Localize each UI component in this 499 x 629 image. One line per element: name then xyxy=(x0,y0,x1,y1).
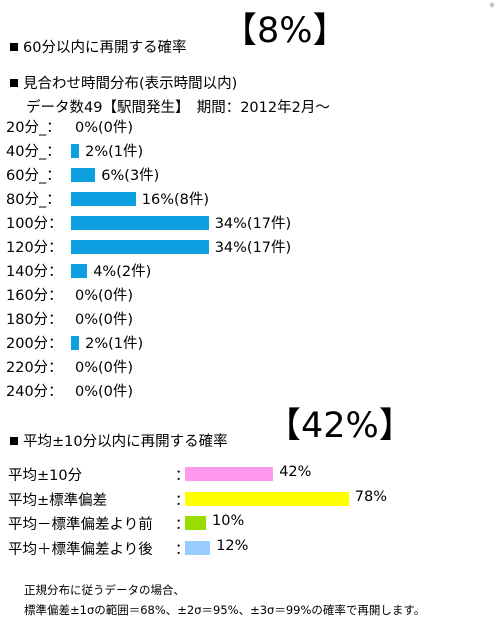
distribution-value: 0%(0件) xyxy=(75,360,134,376)
stats-label: 平均－標準偏差より前 xyxy=(8,517,153,533)
stats-row: 平均±10分： 42% xyxy=(8,463,488,485)
distribution-row: 120分： 34%(17件) xyxy=(6,235,486,257)
distribution-value: 0%(0件) xyxy=(75,288,134,304)
distribution-row: 200分： 2%(1件) xyxy=(6,331,486,353)
distribution-value: 4%(2件) xyxy=(93,264,152,280)
bullet-icon xyxy=(10,437,18,445)
distribution-value: 34%(17件) xyxy=(214,240,292,256)
stats-bar xyxy=(185,540,211,555)
distribution-bar xyxy=(71,264,88,278)
distribution-value: 0%(0件) xyxy=(75,120,134,136)
distribution-label: 240分： xyxy=(6,384,63,400)
stats-bar xyxy=(185,516,206,530)
stats-label: 平均±10分 xyxy=(8,468,83,484)
distribution-row: 80分_： 16%(8件) xyxy=(6,187,486,209)
distribution-row: 220分： 0%(0件) xyxy=(6,355,486,377)
stats-label: 平均＋標準偏差より後 xyxy=(8,541,153,558)
data-count-subtitle: データ数49【駅間発生】 期間：2012年2月～ xyxy=(26,100,330,116)
section1-heading: 60分以内に再開する確率 xyxy=(10,36,186,57)
distribution-label: 140分： xyxy=(6,264,63,280)
stats-bar xyxy=(185,467,274,481)
distribution-value: 2%(1件) xyxy=(85,336,144,352)
distribution-label: 180分： xyxy=(6,312,63,328)
distribution-label: 60分_： xyxy=(6,168,61,184)
distribution-value: 0%(0件) xyxy=(75,384,134,400)
section1-label: 60分以内に再開する確率 xyxy=(23,40,187,56)
stats-row: 平均＋標準偏差より後： 12% xyxy=(8,537,488,559)
distribution-row: 20分_： 0%(0件) xyxy=(6,115,486,137)
distribution-label: 160分： xyxy=(6,288,63,304)
distribution-row: 60分_： 6%(3件) xyxy=(6,163,486,185)
note-line-2: 標準偏差±1σの範囲＝68%、±2σ＝95%、±3σ＝99%の確率で再開します。 xyxy=(24,603,426,617)
distribution-row: 100分： 34%(17件) xyxy=(6,211,486,233)
distribution-bar xyxy=(71,336,80,350)
distribution-label: 120分： xyxy=(6,240,63,256)
distribution-label: 40分_： xyxy=(6,144,61,160)
bullet-icon xyxy=(10,43,18,51)
distribution-row: 40分_： 2%(1件) xyxy=(6,139,486,161)
stats-value: 42% xyxy=(279,464,312,480)
section3-label: 平均±10分以内に再開する確率 xyxy=(23,434,228,450)
distribution-value: 0%(0件) xyxy=(75,312,134,328)
section3-value: 【42%】 xyxy=(266,406,414,446)
distribution-row: 160分： 0%(0件) xyxy=(6,283,486,305)
note-line-1: 正規分布に従うデータの場合、 xyxy=(24,583,185,597)
section2-heading: 見合わせ時間分布(表示時間以内) xyxy=(10,72,237,93)
distribution-bar xyxy=(71,144,80,158)
distribution-row: 180分： 0%(0件) xyxy=(6,307,486,329)
distribution-value: 2%(1件) xyxy=(85,144,144,160)
stats-value: 10% xyxy=(212,513,245,529)
section2-label: 見合わせ時間分布(表示時間以内) xyxy=(23,76,238,92)
distribution-value: 6%(3件) xyxy=(101,168,160,184)
distribution-value: 34%(17件) xyxy=(214,216,292,232)
stats-row: 平均±標準偏差： 78% xyxy=(8,488,488,510)
distribution-label: 80分_： xyxy=(6,192,61,208)
distribution-value: 16%(8件) xyxy=(141,192,210,208)
distribution-label: 220分： xyxy=(6,360,63,376)
distribution-label: 100分： xyxy=(6,216,63,232)
distribution-row: 240分： 0%(0件) xyxy=(6,379,486,401)
section3-heading: 平均±10分以内に再開する確率 xyxy=(10,430,228,451)
distribution-bar xyxy=(71,192,136,206)
distribution-label: 200分： xyxy=(6,336,63,352)
stats-value: 78% xyxy=(354,488,388,505)
stats-row: 平均－標準偏差より前： 10% xyxy=(8,512,488,534)
stats-value: 12% xyxy=(216,537,249,554)
distribution-bar xyxy=(71,168,96,182)
distribution-row: 140分： 4%(2件) xyxy=(6,259,486,281)
corner-mark: * xyxy=(489,0,495,14)
distribution-bar xyxy=(71,240,209,254)
distribution-bar xyxy=(71,216,209,230)
stats-bar xyxy=(185,491,349,506)
section1-value: 【8%】 xyxy=(222,11,348,51)
stats-label: 平均±標準偏差 xyxy=(8,492,108,509)
distribution-label: 20分_： xyxy=(6,120,61,136)
bullet-icon xyxy=(10,79,18,87)
